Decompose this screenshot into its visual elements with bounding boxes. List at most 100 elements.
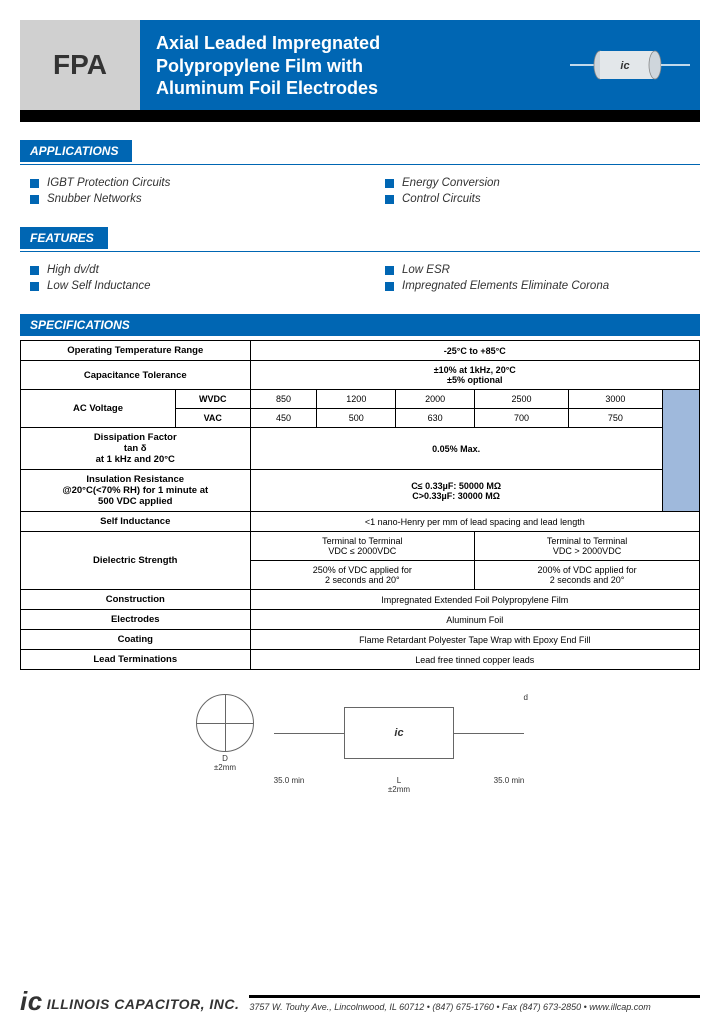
spec-label: Insulation Resistance @20°C(<70% RH) for… [21,470,251,512]
header-black-bar [20,110,700,122]
lead-right-dim: 35.0 min [474,776,544,794]
vac-val: 500 [317,409,396,428]
spec-label: Dielectric Strength [21,532,251,590]
bullet-icon [385,282,394,291]
list-item: Control Circuits [385,193,700,205]
header-block: FPA Axial Leaded Impregnated Polypropyle… [20,20,700,110]
title-line-3: Aluminum Foil Electrodes [156,78,378,98]
spec-value: <1 nano-Henry per mm of lead spacing and… [250,512,699,532]
vac-val: 630 [396,409,475,428]
vac-label: VAC [176,409,251,428]
spec-value: 250% of VDC applied for 2 seconds and 20… [250,561,475,590]
table-row: Insulation Resistance @20°C(<70% RH) for… [21,470,700,512]
features-rule [20,251,700,252]
list-item: IGBT Protection Circuits [30,177,345,189]
spec-label: Lead Terminations [21,650,251,670]
wvdc-val: 2000 [396,390,475,409]
vac-val: 750 [568,409,662,428]
table-row: Dissipation Factor tan δ at 1 kHz and 20… [21,428,700,470]
spec-value: ±10% at 1kHz, 20°C ±5% optional [250,361,699,390]
wvdc-val: 1200 [317,390,396,409]
spec-label: Self Inductance [21,512,251,532]
capacitor-body-icon: ic [344,707,454,759]
footer-rule [249,995,700,998]
product-title: Axial Leaded Impregnated Polypropylene F… [140,20,560,110]
bullet-icon [385,179,394,188]
list-item: Impregnated Elements Eliminate Corona [385,280,700,292]
spec-value: Lead free tinned copper leads [250,650,699,670]
bullet-text: IGBT Protection Circuits [47,177,170,189]
bullet-icon [30,179,39,188]
bullet-text: Impregnated Elements Eliminate Corona [402,280,609,292]
d-label: D ±2mm [196,754,254,772]
ic-glyph-icon: ic [20,991,43,1012]
body-logo: ic [394,727,403,739]
lead-left-dim: 35.0 min [254,776,324,794]
bullet-icon [385,266,394,275]
vac-val: 450 [250,409,317,428]
company-logo: ic ILLINOIS CAPACITOR, INC. [20,991,239,1012]
datasheet-page: FPA Axial Leaded Impregnated Polypropyle… [20,20,700,794]
spec-value: 200% of VDC applied for 2 seconds and 20… [475,561,700,590]
title-line-1: Axial Leaded Impregnated [156,33,380,53]
applications-col-1: IGBT Protection Circuits Snubber Network… [30,173,345,209]
features-list: High dv/dt Low Self Inductance Low ESR I… [20,260,700,296]
bullet-icon [385,195,394,204]
lead-line-left [274,733,344,734]
page-footer: ic ILLINOIS CAPACITOR, INC. 3757 W. Touh… [20,991,700,1012]
spec-label: Operating Temperature Range [21,341,251,361]
spec-value: -25°C to +85°C [250,341,699,361]
svg-text:ic: ic [620,60,629,72]
title-line-2: Polypropylene Film with [156,56,363,76]
spec-label: Construction [21,590,251,610]
applications-list: IGBT Protection Circuits Snubber Network… [20,173,700,209]
spec-value: Aluminum Foil [250,610,699,630]
list-item: High dv/dt [30,264,345,276]
spec-value: Impregnated Extended Foil Polypropylene … [250,590,699,610]
bullet-icon [30,195,39,204]
applications-col-2: Energy Conversion Control Circuits [385,173,700,209]
wvdc-label: WVDC [176,390,251,409]
capacitor-illustration: ic [560,20,700,110]
spec-label: Electrodes [21,610,251,630]
spec-label: Capacitance Tolerance [21,361,251,390]
d-small-label: d [524,693,528,702]
company-address: 3757 W. Touhy Ave., Lincolnwood, IL 6071… [249,1002,650,1012]
spec-filler [662,390,699,512]
table-row: Operating Temperature Range -25°C to +85… [21,341,700,361]
wvdc-val: 850 [250,390,317,409]
spec-value: Terminal to Terminal VDC > 2000VDC [475,532,700,561]
list-item: Low ESR [385,264,700,276]
specifications-heading: SPECIFICATIONS [20,314,700,336]
table-row: Electrodes Aluminum Foil [21,610,700,630]
table-row: Coating Flame Retardant Polyester Tape W… [21,630,700,650]
diameter-view: D ±2mm [196,694,254,772]
specifications-table: Operating Temperature Range -25°C to +85… [20,340,700,670]
list-item: Energy Conversion [385,177,700,189]
bullet-text: High dv/dt [47,264,99,276]
bullet-text: Energy Conversion [402,177,500,189]
bullet-text: Control Circuits [402,193,481,205]
wvdc-val: 2500 [475,390,569,409]
dimension-labels: 35.0 min L ±2mm 35.0 min [20,776,700,794]
features-col-1: High dv/dt Low Self Inductance [30,260,345,296]
spec-value: Terminal to Terminal VDC ≤ 2000VDC [250,532,475,561]
bullet-text: Snubber Networks [47,193,142,205]
bullet-icon [30,282,39,291]
product-code: FPA [53,49,107,81]
bullet-text: Low ESR [402,264,450,276]
table-row: Capacitance Tolerance ±10% at 1kHz, 20°C… [21,361,700,390]
footer-address-block: 3757 W. Touhy Ave., Lincolnwood, IL 6071… [249,995,700,1012]
table-row: Construction Impregnated Extended Foil P… [21,590,700,610]
dimension-drawing: D ±2mm ic d [20,694,700,772]
product-code-box: FPA [20,20,140,110]
applications-heading: APPLICATIONS [20,140,132,162]
vac-val: 700 [475,409,569,428]
diameter-circle-icon [196,694,254,752]
applications-rule [20,164,700,165]
features-col-2: Low ESR Impregnated Elements Eliminate C… [385,260,700,296]
spec-label: Dissipation Factor tan δ at 1 kHz and 20… [21,428,251,470]
spec-label: Coating [21,630,251,650]
lead-line-right [454,733,524,734]
spec-label: AC Voltage [21,390,176,428]
